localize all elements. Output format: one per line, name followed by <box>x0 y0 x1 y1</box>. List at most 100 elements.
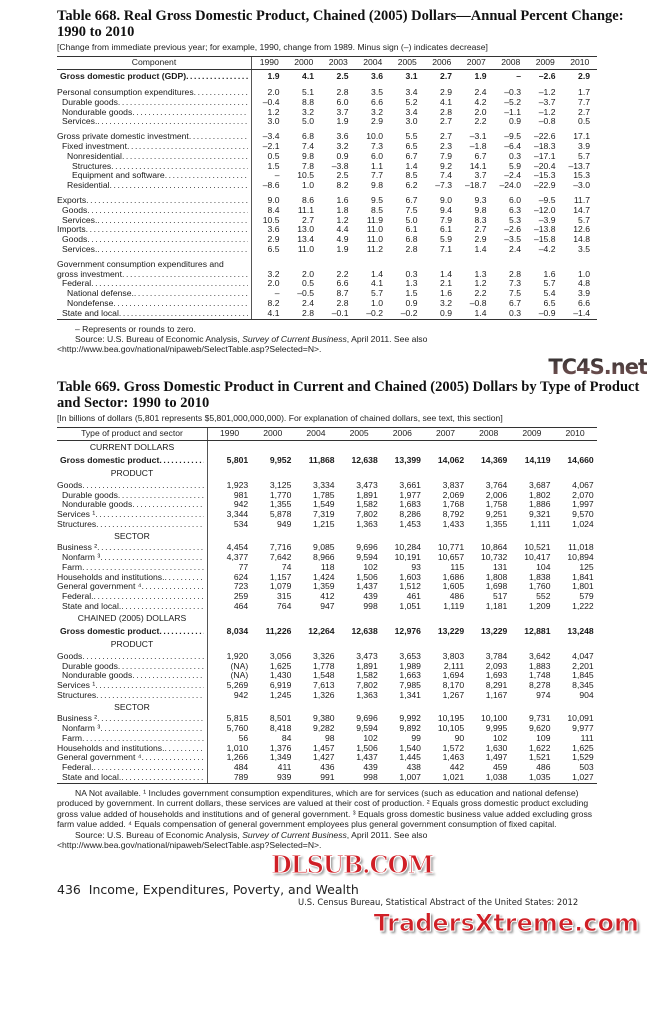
source-suffix: , April 2011. See also <http://www.bea.g… <box>57 829 428 850</box>
row-label: State and local. <box>62 602 122 612</box>
section-label: SECTOR <box>114 701 150 712</box>
value-cell: 0.9 <box>336 151 349 161</box>
value-cell: 7,802 <box>356 681 378 691</box>
value-cell: 7.5 <box>405 205 418 215</box>
table-row: Goods 2.9 13.4 4.9 11.0 6.8 5.9 2.9 –3.5 –15.8 14.… <box>57 235 597 245</box>
value-cell: 9,992 <box>399 714 421 724</box>
value-cell: 7,319 <box>313 510 335 520</box>
row-label: Federal. <box>62 763 94 773</box>
table-row: Nondurable goods 942 1,355 1,549 1,582 1,683 1… <box>57 500 597 511</box>
value-cell: –1.2 <box>538 107 556 117</box>
value-cell: 12,264 <box>308 626 335 636</box>
table-668: Component 1990 2000 2003 2004 2005 2006 2007 200… <box>57 56 597 320</box>
row-label: Federal. <box>62 592 94 602</box>
table-row: Durable goods (NA) 1,625 1,778 1,891 1,989 2,1… <box>57 661 597 672</box>
row-label-cell: State and local <box>57 308 252 319</box>
value-cell: 1,549 <box>313 500 335 510</box>
value-cell: 3,687 <box>528 480 551 490</box>
table-row: Residential –8.6 1.0 8.2 9.8 6.2 –7.3 –18.7 –24.… <box>57 181 597 191</box>
value-cell: 1,038 <box>485 773 508 783</box>
value-cell: 2.4 <box>302 298 314 308</box>
table-row: gross investment 3.2 2.0 2.2 1.4 0.3 1.4 1.3 2.8… <box>57 269 597 280</box>
dot-leader <box>165 744 205 754</box>
source-suffix: , April 2011. See also <http://www.bea.g… <box>57 333 428 355</box>
dot-leader <box>86 225 248 235</box>
value-cell: 998 <box>363 602 378 612</box>
value-cell: 1,808 <box>485 572 508 582</box>
spacer-cell <box>57 190 252 196</box>
value-cell: 6.5 <box>405 141 418 151</box>
value-cell: 2,006 <box>485 490 508 500</box>
value-cell: 13.4 <box>297 235 314 245</box>
value-cell: 1.4 <box>371 269 383 279</box>
value-cell: 0.5 <box>302 279 314 289</box>
value-cell: 3.4 <box>405 107 418 117</box>
table-669-subtitle: [In billions of dollars (5,801 represent… <box>57 412 503 423</box>
value-cell: 9.8 <box>474 205 487 215</box>
value-cell: –0.4 <box>262 97 280 107</box>
value-cell: 14,119 <box>524 455 551 465</box>
value-cell: 10,657 <box>437 553 465 563</box>
table-row: Services. 6.5 11.0 1.9 11.2 2.8 7.1 1.4 2.4 –4.2 3… <box>57 244 597 255</box>
table-row: State and local 4.1 2.8 –0.1 –0.2 –0.2 0.9 1.4 0… <box>57 308 597 319</box>
value-cell: 2,201 <box>572 661 594 671</box>
value-cell: 3.6 <box>267 225 280 235</box>
value-cell: 6.6 <box>578 298 590 308</box>
value-cell: 8.4 <box>267 205 280 215</box>
row-label: Gross domestic product <box>60 625 160 636</box>
row-label-cell: Farm <box>57 733 208 744</box>
dot-leader <box>100 724 204 734</box>
dot-leader <box>82 481 204 491</box>
table-row: Services. 3.0 5.0 1.9 2.9 3.0 2.7 2.2 0.9 –0.8 0.5 <box>57 117 597 128</box>
row-label-cell: Goods <box>57 651 208 662</box>
table-row: National defense. – –0.5 8.7 5.7 1.5 1.6 2.2 7.5… <box>57 289 597 299</box>
value-cell: 5,760 <box>226 724 249 734</box>
value-cell: 1,572 <box>442 743 465 753</box>
row-label: Durable goods <box>62 661 118 671</box>
value-cell: –18.7 <box>464 181 487 191</box>
table-row: Nonfarm ³ 4,377 7,642 8,966 9,594 10,191 10,65… <box>57 553 597 563</box>
value-cell: 1.0 <box>371 298 383 308</box>
row-label-cell: Structures <box>57 691 208 701</box>
value-cell: 2.2 <box>474 289 487 299</box>
dot-leader <box>118 491 204 501</box>
section-label: CHAINED (2005) DOLLARS <box>77 612 187 623</box>
value-cell: 102 <box>363 733 378 743</box>
value-cell: 1,694 <box>442 671 465 681</box>
column-header-label: Type of product and sector <box>57 427 208 440</box>
dot-leader <box>87 235 248 245</box>
row-label: Equipment and software <box>72 171 165 181</box>
value-cell: 7.3 <box>509 279 521 289</box>
value-cell: 10,864 <box>481 543 508 553</box>
dot-leader <box>97 245 248 255</box>
value-cell: 1,630 <box>485 743 508 753</box>
row-label-cell: CHAINED (2005) DOLLARS <box>57 611 208 626</box>
table-669: Type of product and sector 1990 2000 2004 20… <box>57 426 597 784</box>
row-label-cell: Households and institutions. <box>57 743 208 754</box>
row-label-cell: Farm <box>57 562 208 573</box>
value-cell: 0.3 <box>509 308 521 318</box>
value-cell: 998 <box>363 773 378 783</box>
dot-leader <box>118 98 248 108</box>
value-cell: –6.4 <box>504 141 521 151</box>
value-cell: 1,424 <box>313 572 335 582</box>
value-cell: 3,326 <box>313 651 335 661</box>
value-cell: 11.0 <box>366 225 383 235</box>
table-row: Nondefense 8.2 2.4 2.8 1.0 0.9 3.2 –0.8 6.7 6.5 6.… <box>57 298 597 309</box>
dot-leader <box>159 627 204 637</box>
value-cell: 111 <box>580 733 594 743</box>
row-label: Business ² <box>57 543 98 553</box>
value-cell: 6.7 <box>405 151 418 161</box>
value-cell: 2.8 <box>405 244 418 254</box>
value-cell: –3.4 <box>262 132 280 142</box>
dot-leader <box>87 206 248 216</box>
value-cell: – <box>274 289 280 299</box>
value-cell: (NA) <box>230 661 249 671</box>
value-cell: 8.2 <box>267 298 280 308</box>
value-cell: 131 <box>492 562 508 572</box>
value-cell: 3.5 <box>578 244 590 254</box>
value-cell: 1,457 <box>313 743 335 753</box>
value-cell: 3,803 <box>442 651 465 661</box>
value-cell: 2.0 <box>267 88 280 97</box>
value-cell: 5.9 <box>440 235 452 245</box>
